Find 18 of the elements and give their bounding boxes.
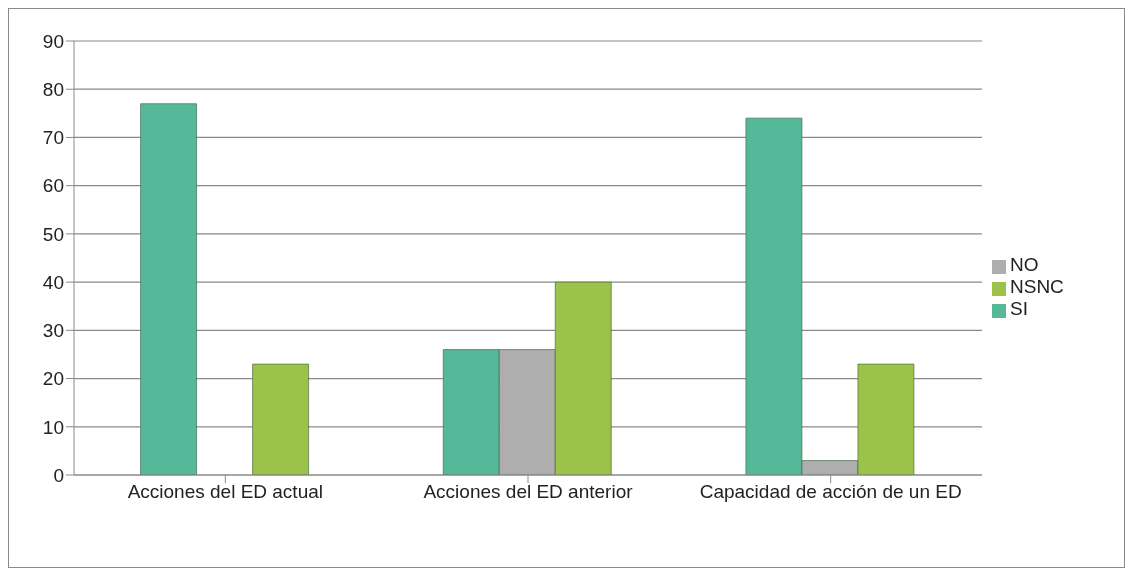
y-tick-label: 90	[42, 30, 64, 52]
y-tick-label: 80	[42, 78, 64, 100]
bar	[140, 103, 197, 475]
y-tick-label: 20	[42, 368, 64, 390]
y-tick-label: 30	[42, 320, 64, 342]
legend-label: NO	[1010, 254, 1039, 275]
y-tick-label: 60	[42, 175, 64, 197]
y-tick-label: 50	[42, 223, 64, 245]
y-tick-label: 40	[42, 271, 64, 293]
x-tick-label: Acciones del ED anterior	[423, 481, 634, 503]
x-tick-label: Acciones del ED actual	[127, 481, 324, 503]
legend-label: SI	[1010, 298, 1028, 319]
bar	[252, 363, 309, 475]
y-tick-label: 10	[42, 416, 64, 438]
x-tick-label: Capacidad de acción de un ED	[699, 481, 962, 503]
legend-label: NSNC	[1010, 276, 1064, 297]
y-tick-label: 0	[53, 464, 64, 486]
y-tick-label: 70	[42, 127, 64, 149]
